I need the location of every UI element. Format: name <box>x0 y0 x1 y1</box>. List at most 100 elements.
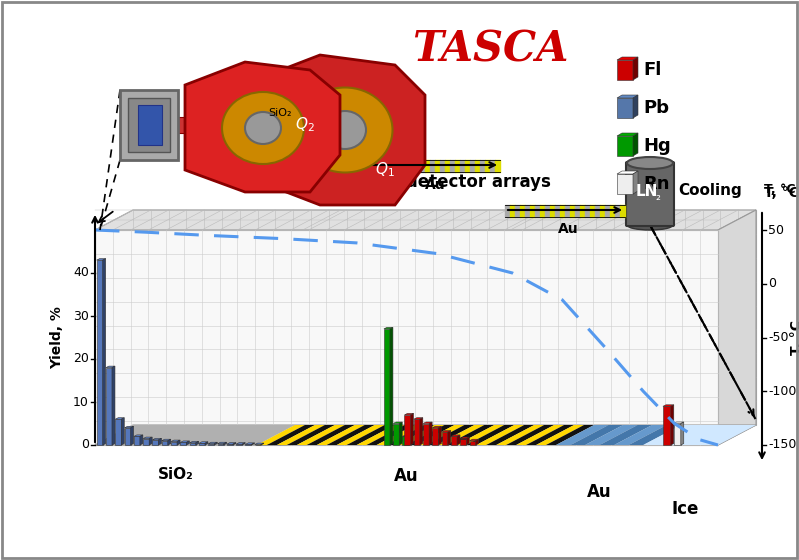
Polygon shape <box>451 435 460 436</box>
Polygon shape <box>396 425 444 445</box>
Text: -150: -150 <box>768 438 797 451</box>
Polygon shape <box>384 329 390 445</box>
Text: Au: Au <box>394 467 419 485</box>
Polygon shape <box>120 90 178 160</box>
Polygon shape <box>297 425 345 445</box>
Polygon shape <box>149 437 152 445</box>
Polygon shape <box>617 60 633 80</box>
Polygon shape <box>404 413 414 415</box>
Polygon shape <box>356 425 404 445</box>
Polygon shape <box>427 425 475 445</box>
Polygon shape <box>460 437 469 438</box>
Polygon shape <box>209 444 214 445</box>
Polygon shape <box>95 210 756 230</box>
Text: T, °C: T, °C <box>764 183 796 196</box>
Polygon shape <box>267 425 315 445</box>
Text: 40: 40 <box>74 267 89 279</box>
Polygon shape <box>336 425 384 445</box>
Polygon shape <box>629 425 682 445</box>
Polygon shape <box>416 425 464 445</box>
Polygon shape <box>507 425 555 445</box>
Text: Au: Au <box>558 222 578 236</box>
Polygon shape <box>128 98 170 152</box>
Polygon shape <box>403 436 408 445</box>
Text: Ice: Ice <box>672 500 699 518</box>
Polygon shape <box>224 442 227 445</box>
Text: 0: 0 <box>768 277 776 290</box>
Polygon shape <box>106 366 115 367</box>
Polygon shape <box>570 425 623 445</box>
Polygon shape <box>718 210 756 445</box>
Polygon shape <box>447 425 495 445</box>
Text: 30: 30 <box>74 310 89 323</box>
Polygon shape <box>643 425 682 445</box>
Polygon shape <box>633 133 638 156</box>
Polygon shape <box>617 57 638 60</box>
Polygon shape <box>429 422 432 445</box>
Polygon shape <box>643 425 682 445</box>
Polygon shape <box>408 435 411 445</box>
Polygon shape <box>252 443 254 445</box>
Polygon shape <box>617 133 638 136</box>
Text: Pb: Pb <box>643 99 669 117</box>
Polygon shape <box>121 418 125 445</box>
Text: TASCA: TASCA <box>411 29 568 71</box>
Ellipse shape <box>245 112 281 144</box>
Polygon shape <box>617 95 638 98</box>
Polygon shape <box>411 413 414 445</box>
Polygon shape <box>456 425 504 445</box>
Text: Rn: Rn <box>643 175 670 193</box>
Polygon shape <box>400 422 402 445</box>
Polygon shape <box>663 407 671 445</box>
Text: SiO₂: SiO₂ <box>158 467 194 482</box>
Polygon shape <box>189 441 199 443</box>
Polygon shape <box>209 442 217 444</box>
Polygon shape <box>393 422 402 423</box>
Polygon shape <box>153 438 161 440</box>
Polygon shape <box>387 425 435 445</box>
Polygon shape <box>185 62 340 192</box>
Text: ₂: ₂ <box>655 190 661 203</box>
Polygon shape <box>97 260 102 445</box>
Polygon shape <box>171 440 180 441</box>
Polygon shape <box>115 418 125 419</box>
Text: Yield, %: Yield, % <box>50 306 64 369</box>
Text: Fl: Fl <box>643 61 662 79</box>
Polygon shape <box>439 426 441 445</box>
Polygon shape <box>536 425 584 445</box>
Polygon shape <box>432 426 441 428</box>
Polygon shape <box>617 136 633 156</box>
Polygon shape <box>671 405 674 445</box>
Polygon shape <box>516 425 564 445</box>
Polygon shape <box>367 425 415 445</box>
Polygon shape <box>467 437 469 445</box>
Polygon shape <box>199 442 208 444</box>
Polygon shape <box>161 439 171 441</box>
Polygon shape <box>260 443 264 445</box>
Polygon shape <box>414 419 419 445</box>
Polygon shape <box>186 441 189 445</box>
Polygon shape <box>115 419 121 445</box>
Ellipse shape <box>627 157 673 169</box>
Polygon shape <box>316 425 365 445</box>
Polygon shape <box>227 444 233 445</box>
Polygon shape <box>171 441 177 445</box>
Polygon shape <box>384 328 393 329</box>
Text: LN: LN <box>636 184 658 198</box>
Polygon shape <box>178 117 250 133</box>
Polygon shape <box>327 425 375 445</box>
Polygon shape <box>470 439 479 441</box>
Text: Au: Au <box>587 483 612 501</box>
Text: SiO₂: SiO₂ <box>268 108 292 118</box>
Ellipse shape <box>222 92 304 164</box>
Polygon shape <box>436 425 484 445</box>
Polygon shape <box>189 443 196 445</box>
Text: Cooling: Cooling <box>678 184 741 198</box>
Polygon shape <box>467 425 515 445</box>
Polygon shape <box>227 442 236 444</box>
Polygon shape <box>102 259 105 445</box>
Polygon shape <box>95 425 295 445</box>
Polygon shape <box>617 174 633 194</box>
Polygon shape <box>217 442 227 444</box>
Polygon shape <box>138 105 162 145</box>
